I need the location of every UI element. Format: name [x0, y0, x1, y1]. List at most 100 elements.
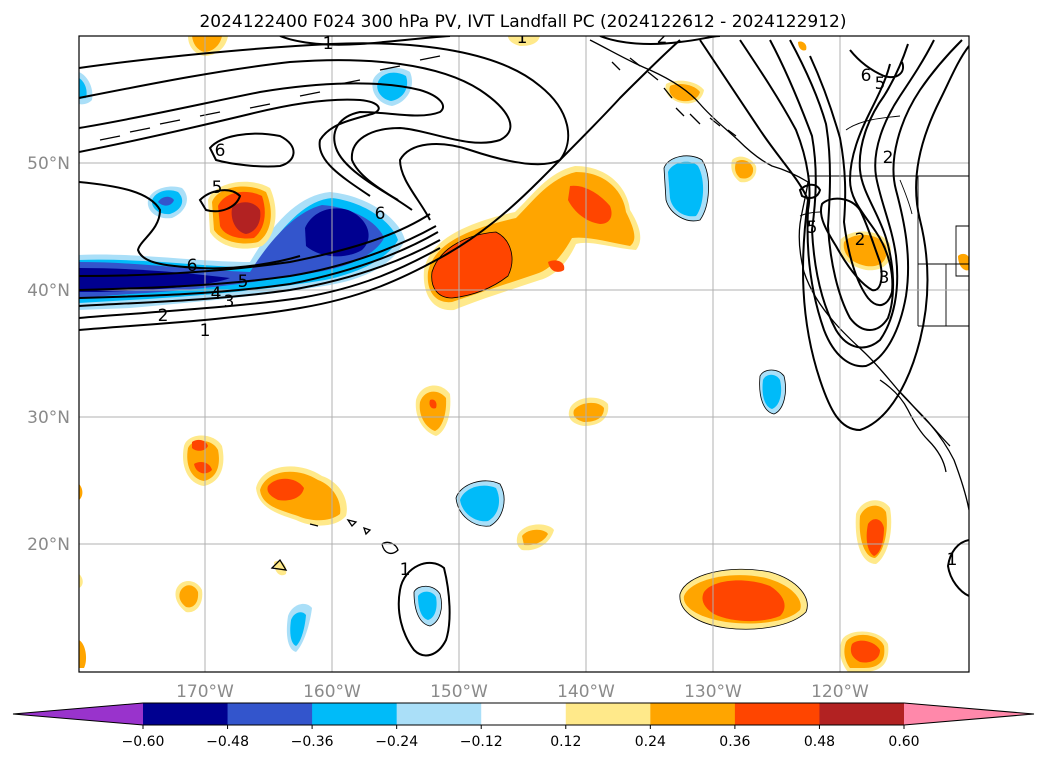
contour-top-1	[279, 36, 451, 46]
contour-mid-ring	[798, 183, 822, 199]
lat-label-20n: 20°N	[27, 535, 70, 555]
colorbar-bin	[565, 703, 651, 725]
contour-label-3b: 3	[879, 268, 890, 288]
colorbar: −0.60 −0.48 −0.36 −0.24 −0.12 0.12 0.24 0.36 0.4…	[12, 702, 1035, 750]
contour-3	[79, 239, 441, 307]
hawaii-nw	[270, 558, 288, 571]
colorbar-tick-label: 0.36	[719, 734, 750, 750]
map-area: 1 1 1 2 2 3 3 4 5 5 5 5 6 6 6 6 2 2 1 1	[79, 28, 969, 672]
neg-blob-c-in	[79, 78, 87, 99]
lon-label-170w: 170°W	[176, 682, 234, 702]
colorbar-tick-label: 0.24	[635, 734, 666, 750]
lon-label-160w: 160°W	[303, 682, 361, 702]
pos-16n-129w-red	[702, 580, 785, 622]
neg-blob-b-in	[377, 72, 408, 101]
neg-core-160w	[305, 208, 369, 257]
colorbar-bin	[396, 703, 482, 725]
pos-central-red	[431, 232, 512, 298]
hawaii-2	[362, 526, 372, 536]
contour-label-2c: 2	[883, 148, 894, 168]
neg-blob-g-in	[418, 591, 437, 620]
lat-label-40n: 40°N	[27, 281, 70, 301]
contour-label-6b: 6	[375, 204, 386, 224]
contour-label-2a: 2	[158, 306, 169, 326]
contour-trough-5	[809, 55, 894, 307]
pos-inland-42n-in	[843, 234, 887, 267]
contour-label-1a: 1	[200, 321, 211, 341]
contour-n1	[79, 42, 570, 221]
hawaii-3	[381, 541, 399, 555]
pos-central-red-b	[568, 185, 612, 224]
neg-blob-h-in	[290, 612, 306, 646]
contour-label-2b: 2	[657, 28, 668, 48]
pos-16n-172w-in	[179, 585, 199, 608]
shading-outlines	[413, 155, 808, 630]
contour-br-1	[946, 539, 969, 597]
contour-small-5	[198, 189, 242, 213]
neg-blob-f-in	[460, 485, 500, 522]
contour-2-south	[79, 247, 441, 319]
contour-label-1b: 1	[517, 28, 528, 48]
neg-blob-e-in	[762, 374, 782, 409]
pos-blob-167w-dark	[231, 202, 261, 234]
lat-label-30n: 30°N	[27, 408, 70, 428]
colorbar-tick-label: −0.36	[291, 734, 334, 750]
pos-central-red-c	[548, 260, 565, 272]
pos-21n-144w-in	[522, 529, 548, 546]
pos-20n-118w-red	[866, 519, 884, 556]
colorbar-tick-label: −0.12	[460, 734, 503, 750]
contour-5	[79, 225, 437, 291]
coastlines	[99, 39, 969, 571]
colorbar-under-arrow	[13, 703, 143, 725]
contour-n4	[79, 98, 380, 197]
hawaii-1	[346, 518, 358, 528]
colorbar-bin	[819, 703, 905, 725]
pos-top-b	[508, 36, 540, 46]
colorbar-bin	[650, 703, 736, 725]
pos-12n-118w-red	[850, 640, 880, 663]
contour-label-6c: 6	[215, 141, 226, 161]
contour-trough-4	[789, 39, 909, 331]
pos-east-edge	[958, 253, 969, 271]
pos-31n-152w-core	[429, 399, 437, 409]
bc-islands	[611, 57, 737, 137]
contour-labels: 1 1 1 2 2 3 3 4 5 5 5 5 6 6 6 6 2 2 1 1	[158, 28, 958, 580]
colorbar-over-arrow	[904, 703, 1034, 725]
pv-shading	[79, 36, 969, 672]
lat-tick-labels: 50°N 40°N 30°N 20°N	[27, 154, 70, 555]
contour-label-4: 4	[211, 284, 222, 304]
contour-label-6a: 6	[187, 256, 198, 276]
pos-24n-163w-red	[267, 478, 304, 501]
colorbar-tick-label: 0.48	[804, 734, 835, 750]
pos-small-bl	[79, 640, 87, 668]
contour-n2	[79, 59, 512, 211]
lon-label-120w: 120°W	[811, 682, 869, 702]
contour-label-3a: 3	[224, 292, 235, 312]
pos-26n-170w-in	[187, 440, 219, 481]
contour-trough-3	[769, 39, 935, 349]
colorbar-tick-label: 0.60	[888, 734, 919, 750]
contour-small-ring	[208, 132, 295, 168]
state-lines	[917, 176, 969, 327]
neg-blob-d-in	[668, 161, 704, 217]
pos-26n-170w-red	[192, 439, 208, 451]
contour-label-1e: 1	[947, 550, 958, 570]
colorbar-bin	[481, 703, 567, 725]
lon-tick-labels: 170°W 160°W 150°W 140°W 130°W 120°W	[176, 682, 869, 702]
contour-label-1c: 1	[323, 34, 334, 54]
colorbar-ticks: −0.60 −0.48 −0.36 −0.24 −0.12 0.12 0.24 0.36 0.4…	[122, 725, 920, 750]
aleutians	[99, 55, 441, 141]
lon-label-130w: 130°W	[684, 682, 742, 702]
contour-trough-2	[739, 39, 963, 368]
pos-26n-170w-red2	[194, 462, 212, 474]
contour-label-2d: 2	[855, 230, 866, 250]
contour-n3	[79, 82, 445, 201]
contour-label-1d: 1	[400, 560, 411, 580]
contour-label-6d: 6	[861, 66, 872, 86]
colorbar-bins	[143, 703, 905, 725]
map-frame	[78, 35, 970, 673]
neg-band-west-navy	[79, 268, 230, 292]
colorbar-bin	[227, 703, 313, 725]
contour-label-5a: 5	[238, 272, 249, 292]
contour-6	[79, 213, 431, 277]
